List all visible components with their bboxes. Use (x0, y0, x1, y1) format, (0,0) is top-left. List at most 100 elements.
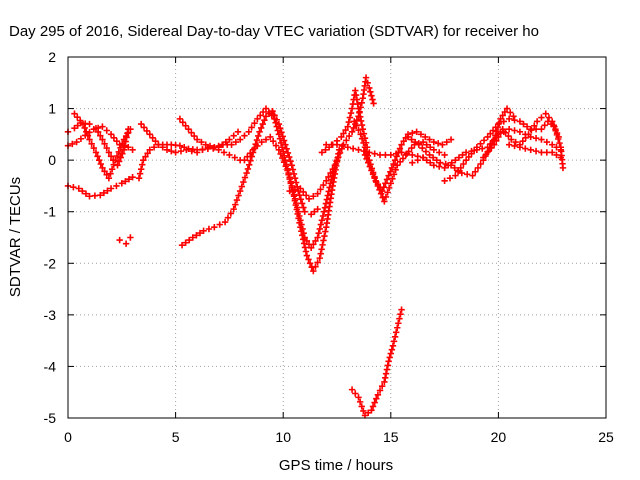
data-point (458, 169, 466, 177)
data-point (358, 135, 366, 142)
data-point (556, 139, 563, 147)
data-point (168, 147, 175, 155)
data-point (96, 156, 103, 164)
data-point (378, 382, 386, 390)
data-point (83, 128, 90, 135)
data-point (320, 208, 328, 215)
data-point (99, 164, 106, 172)
data-point (261, 116, 268, 124)
data-point (301, 234, 308, 241)
data-point (380, 184, 388, 191)
data-point (477, 160, 484, 168)
data-point (384, 362, 391, 369)
data-point (463, 171, 471, 178)
data-point (377, 190, 385, 197)
data-point (129, 173, 136, 181)
data-series-5 (116, 234, 134, 247)
data-point (358, 403, 365, 410)
data-point (371, 150, 378, 157)
data-point (193, 136, 201, 143)
y-tick-label: -5 (44, 410, 57, 426)
data-point (105, 149, 113, 156)
data-point (360, 139, 367, 147)
data-point (276, 135, 284, 142)
data-point (333, 157, 340, 165)
data-point (419, 154, 427, 161)
data-point (206, 142, 214, 150)
data-point (125, 129, 132, 136)
data-point (538, 126, 545, 133)
data-point (92, 149, 100, 156)
data-point (290, 170, 298, 178)
data-point (305, 195, 313, 203)
data-point (457, 164, 464, 172)
data-point (254, 142, 261, 150)
data-point (511, 142, 518, 150)
data-point (298, 200, 306, 207)
data-point (352, 91, 360, 99)
data-point (484, 133, 491, 141)
data-point (232, 201, 239, 208)
y-tick-label: 1 (48, 101, 56, 117)
data-point (523, 123, 531, 130)
data-point (284, 149, 292, 157)
data-point (519, 138, 526, 145)
data-point (280, 148, 287, 155)
data-point (99, 123, 106, 130)
data-point (348, 386, 356, 393)
data-point (371, 174, 378, 182)
data-point (454, 168, 462, 175)
data-point (522, 134, 529, 141)
data-point (231, 154, 238, 161)
data-point (437, 159, 444, 166)
data-point (297, 196, 305, 203)
data-point (100, 189, 108, 197)
data-point (452, 156, 459, 164)
data-point (429, 154, 437, 161)
data-point (97, 192, 104, 199)
data-point (516, 118, 524, 125)
data-point (234, 128, 242, 135)
data-point (269, 138, 277, 145)
data-point (88, 140, 95, 148)
data-point (325, 173, 332, 181)
data-point (244, 165, 252, 173)
data-point (367, 88, 374, 96)
data-point (115, 158, 123, 165)
data-point (405, 148, 412, 155)
data-point (399, 155, 407, 162)
data-point (230, 132, 237, 139)
data-point (490, 141, 498, 148)
x-tick-label: 15 (383, 429, 399, 445)
data-point (390, 160, 397, 168)
data-point (104, 187, 111, 194)
data-point (356, 109, 363, 116)
data-point (422, 148, 430, 155)
data-point (355, 146, 362, 154)
data-point (236, 136, 244, 143)
data-point (441, 164, 448, 172)
data-point (522, 145, 529, 152)
data-point (125, 176, 133, 183)
data-point (122, 132, 130, 140)
data-point (388, 164, 396, 172)
data-point (296, 192, 303, 199)
data-point (117, 154, 124, 161)
data-point (159, 144, 166, 151)
data-point (202, 141, 209, 148)
data-point (344, 144, 351, 151)
data-point (243, 169, 250, 177)
data-point (452, 172, 459, 179)
data-point (232, 138, 240, 146)
data-point (143, 127, 151, 135)
data-point (409, 129, 416, 137)
data-point (436, 149, 443, 156)
data-point (516, 144, 524, 151)
data-point (441, 151, 448, 159)
data-point (129, 146, 136, 154)
data-point (497, 115, 504, 123)
data-point (396, 315, 403, 322)
data-point (318, 149, 326, 156)
data-point (446, 174, 454, 182)
data-point (462, 156, 470, 164)
